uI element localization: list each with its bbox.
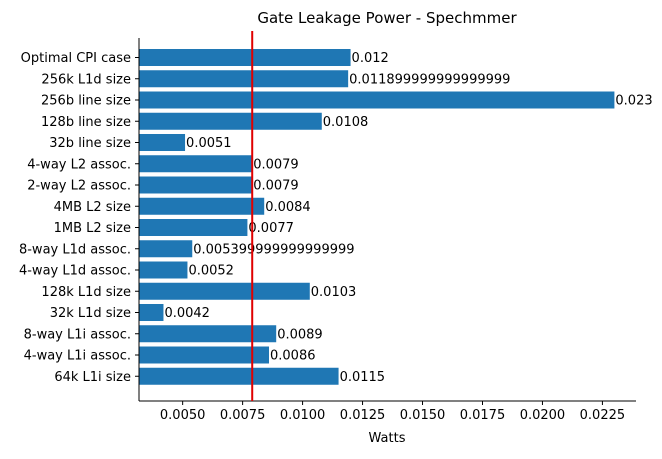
bar-value-label: 0.0086 <box>270 349 316 364</box>
bar <box>139 304 164 321</box>
chart-title: Gate Leakage Power - Spechmmer <box>257 9 517 27</box>
bar-value-label: 0.0103 <box>311 285 357 300</box>
bar <box>139 70 349 88</box>
bar <box>139 197 265 215</box>
bar <box>139 49 351 66</box>
bar-value-label: 0.0051 <box>186 136 232 151</box>
y-category-label: 4-way L1i assoc. <box>24 349 131 364</box>
x-tick-label: 0.0200 <box>520 408 566 423</box>
bar-value-label: 0.005399999999999999 <box>193 242 354 257</box>
y-category-label: 256k L1d size <box>41 72 131 87</box>
y-category-label: 1MB L2 size <box>54 221 131 236</box>
bar <box>139 134 186 151</box>
bar-value-label: 0.0089 <box>277 327 323 342</box>
bar <box>139 91 615 109</box>
value-labels-layer: 0.012 0.011899999999999999 0.023 0.0108 0.00… <box>164 51 652 385</box>
y-category-label: 8-way L1d assoc. <box>19 242 131 257</box>
x-tick-label: 0.0125 <box>340 408 386 423</box>
bar <box>139 176 253 194</box>
y-category-label: 32b line size <box>49 136 131 151</box>
bar <box>139 240 193 258</box>
y-category-label: 2-way L2 assoc. <box>27 179 131 194</box>
x-tick-label: 0.0225 <box>580 408 626 423</box>
bar-value-label: 0.0042 <box>164 306 210 321</box>
bar-value-label: 0.0052 <box>188 264 234 279</box>
y-category-label: 256b line size <box>41 94 131 109</box>
bar <box>139 219 248 236</box>
bar <box>139 325 277 343</box>
x-tick-label: 0.0150 <box>400 408 446 423</box>
bar <box>139 282 310 300</box>
bar-value-label: 0.0115 <box>340 370 386 385</box>
x-axis-ticks: 0.0050 0.0075 0.0100 0.0125 0.0150 0.0175 0.02… <box>160 401 625 423</box>
bar-value-label: 0.011899999999999999 <box>349 72 510 87</box>
bar <box>139 367 339 385</box>
x-tick-label: 0.0100 <box>280 408 326 423</box>
x-axis-label: Watts <box>369 431 406 446</box>
y-category-label: 128b line size <box>41 115 131 130</box>
x-tick-label: 0.0050 <box>160 408 206 423</box>
y-category-label: 128k L1d size <box>41 285 131 300</box>
bar-value-label: 0.0079 <box>253 157 299 172</box>
y-category-label: 4-way L1d assoc. <box>19 264 131 279</box>
bar-value-label: 0.0108 <box>323 115 369 130</box>
bar <box>139 261 188 279</box>
bars-layer <box>139 49 615 385</box>
y-category-labels: Optimal CPI case 256k L1d size 256b line s… <box>19 51 139 385</box>
x-tick-label: 0.0175 <box>460 408 506 423</box>
y-category-label: 8-way L1i assoc. <box>24 327 131 342</box>
bar-value-label: 0.0084 <box>265 200 311 215</box>
y-category-label: 64k L1i size <box>54 370 131 385</box>
y-category-label: Optimal CPI case <box>21 51 131 66</box>
y-category-label: 4MB L2 size <box>54 200 131 215</box>
bar-value-label: 0.012 <box>352 51 389 66</box>
y-category-label: 4-way L2 assoc. <box>27 157 131 172</box>
bar <box>139 112 322 130</box>
y-category-label: 32k L1d size <box>50 306 131 321</box>
bar <box>139 346 270 364</box>
x-tick-label: 0.0075 <box>220 408 266 423</box>
bar-value-label: 0.023 <box>615 94 652 109</box>
bar-value-label: 0.0077 <box>248 221 294 236</box>
bar-value-label: 0.0079 <box>253 179 299 194</box>
bar <box>139 155 253 173</box>
